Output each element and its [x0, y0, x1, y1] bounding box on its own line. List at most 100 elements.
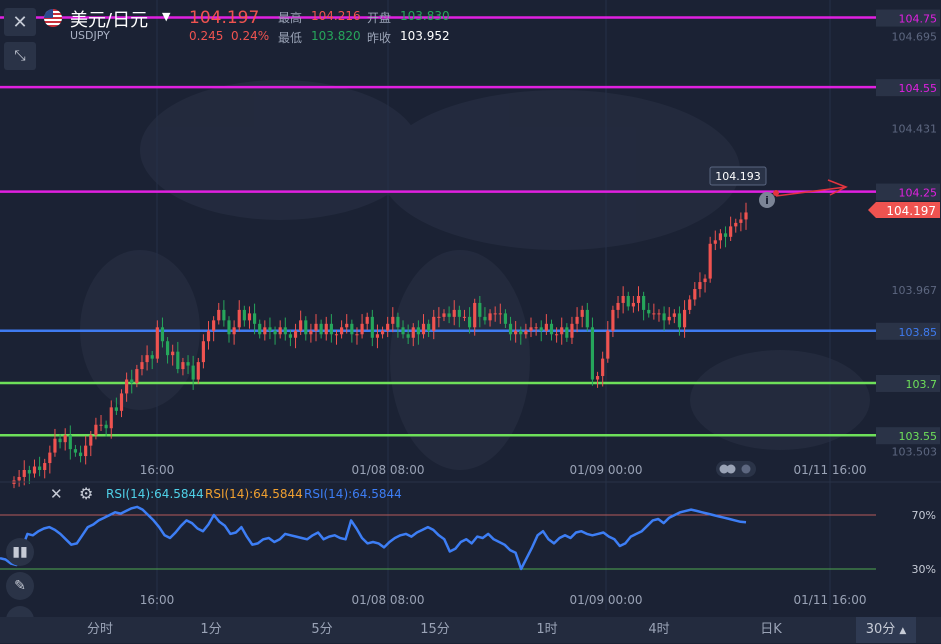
candle-body [642, 295, 646, 310]
candle-body [739, 219, 743, 223]
prev-close-label: 昨收 [367, 31, 392, 45]
pencil-icon: ✎ [14, 578, 26, 594]
rsi-line [0, 505, 747, 571]
candle-body [723, 233, 728, 237]
candle-body [529, 327, 533, 331]
candle-body [503, 313, 507, 324]
rsi-close-icon[interactable]: ✕ [50, 485, 63, 503]
candle-body [657, 313, 661, 315]
candle-body [206, 330, 211, 342]
candle-body [212, 320, 216, 331]
candlestick-series [12, 202, 748, 489]
price-tooltip-label: 104.193 [715, 170, 761, 183]
candle-body [78, 452, 83, 457]
timeframe-0[interactable]: 分时 [86, 622, 113, 637]
rsi-x-tick-label: 16:00 [140, 593, 175, 607]
scroll-dot [719, 464, 729, 474]
world-map-watermark [80, 80, 870, 470]
caret-up-icon: ▲ [899, 626, 907, 636]
candle-body [135, 369, 139, 383]
info-icon [759, 192, 775, 208]
candle-body [94, 424, 98, 436]
scroll-dot [741, 464, 751, 474]
low-value: 103.820 [311, 29, 361, 43]
level-label-box [876, 322, 940, 340]
chart-grid: 104.695 104.431 103.967 103.503 16:00 01/08 0… [140, 0, 937, 610]
caret-down-icon[interactable]: ▼ [162, 10, 171, 23]
candle-body [43, 463, 47, 470]
x-tick-label: 01/11 16:00 [794, 463, 867, 477]
close-button[interactable]: ✕ [4, 8, 36, 36]
candle-body [109, 407, 113, 429]
level-label-box [876, 374, 940, 392]
rsi-x-tick-label: 01/11 16:00 [794, 593, 867, 607]
candle-body [411, 327, 415, 338]
candle-body [196, 362, 200, 380]
trend-arrow-line [775, 186, 847, 197]
candle-body [155, 327, 159, 359]
candle-body [416, 327, 420, 335]
candle-body [217, 309, 221, 321]
low-label: 最低 [278, 31, 303, 45]
candle-body [611, 309, 615, 331]
price-tooltip-box [709, 166, 767, 186]
rsi-level-30-label: 30% [912, 563, 936, 576]
high-value: 104.216 [311, 9, 361, 23]
candle-body [114, 407, 118, 411]
rsi-x-tick-label: 01/09 00:00 [570, 593, 643, 607]
candle-body [104, 424, 108, 429]
indicator-icon: ▮▮ [12, 544, 28, 560]
level-label: 104.75 [899, 13, 938, 26]
candle-body [677, 313, 682, 328]
candle-body [729, 226, 733, 237]
candle-body [432, 316, 436, 331]
candle-body [345, 323, 349, 328]
candle-body [355, 334, 359, 336]
candle-body [268, 327, 272, 331]
candle-body [396, 316, 400, 328]
candle-body [590, 327, 595, 380]
candle-body [524, 330, 528, 335]
timeframe-4[interactable]: 1时 [536, 622, 558, 637]
horizontal-levels[interactable]: 104.75 104.55 104.25 103.85 103.7 103.55 [0, 9, 940, 445]
candle-body [442, 313, 446, 317]
candle-body [585, 309, 589, 328]
candle-body [186, 362, 190, 366]
prev-close-value: 103.952 [400, 29, 450, 43]
candle-body [483, 316, 487, 321]
timeframe-selected[interactable]: 30分 ▲ [856, 617, 916, 643]
trend-arrow-anchor [773, 190, 779, 196]
candle-body [380, 330, 385, 335]
timeframe-6[interactable]: 日K [760, 622, 782, 637]
candle-body [201, 341, 205, 363]
y-tick-label: 103.967 [892, 284, 938, 297]
candle-body [672, 313, 676, 317]
timeframe-1[interactable]: 1分 [200, 622, 222, 637]
candle-body [662, 313, 666, 321]
collapse-button[interactable]: ⤡ [4, 42, 36, 70]
candle-body [360, 323, 364, 335]
draw-button[interactable]: ✎ [6, 572, 34, 600]
timeframe-5[interactable]: 4时 [648, 622, 670, 637]
rsi-level-70-label: 70% [912, 509, 936, 522]
level-label: 103.55 [899, 430, 938, 443]
candle-body [125, 379, 129, 394]
open-label: 开盘 [367, 11, 392, 25]
timeframe-3[interactable]: 15分 [420, 622, 450, 637]
level-label-box [876, 427, 940, 445]
annotations: 104.193 i 104.197 [709, 166, 940, 477]
candle-body [73, 449, 78, 453]
timeframe-2[interactable]: 5分 [311, 622, 333, 637]
indicator-button[interactable]: ▮▮ [6, 538, 34, 566]
candle-body [38, 466, 42, 470]
candle-body [462, 316, 467, 318]
candle-body [744, 212, 748, 220]
rsi-panel: 70% 30% [0, 481, 941, 576]
candle-body [99, 424, 103, 426]
gear-icon[interactable]: ⚙ [79, 484, 94, 503]
candle-body [519, 330, 523, 335]
x-tick-label: 01/08 08:00 [352, 463, 425, 477]
candle-body [549, 323, 554, 335]
pair-name[interactable]: 美元/日元 [70, 10, 149, 31]
